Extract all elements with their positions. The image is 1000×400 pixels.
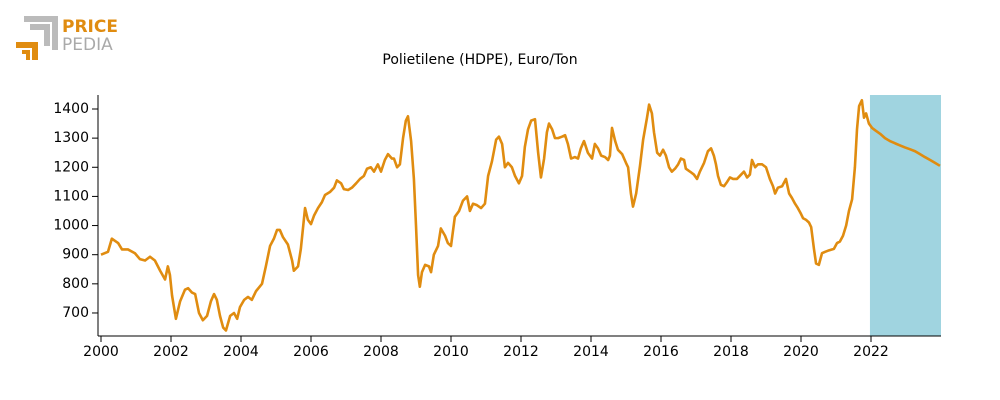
logo-mark [22,50,30,60]
x-tick-label: 2010 [433,344,469,360]
x-tick-label: 2016 [643,344,679,360]
y-tick-label: 1200 [53,159,89,175]
x-tick-label: 2008 [363,344,399,360]
x-tick-label: 2004 [223,344,259,360]
logo-mark [16,42,38,60]
x-tick-label: 2000 [83,344,119,360]
y-tick-label: 1100 [53,188,89,204]
logo: PRICE PEDIA [16,16,118,60]
logo-text: PEDIA [62,35,113,55]
x-tick-label: 2012 [503,344,539,360]
y-tick-label: 700 [62,305,89,321]
y-tick-label: 1300 [53,130,89,146]
x-tick-label: 2018 [713,344,749,360]
logo-mark [24,16,58,50]
y-tick-label: 900 [62,247,89,263]
logo-text: PRICE [62,17,118,37]
y-tick-label: 800 [62,276,89,292]
chart-title: Polietilene (HDPE), Euro/Ton [382,52,577,68]
forecast-band [869,95,941,336]
x-tick-label: 2014 [573,344,609,360]
x-tick-label: 2002 [153,344,189,360]
x-tick-label: 2020 [783,344,819,360]
x-tick-label: 2006 [293,344,329,360]
line-series [100,98,941,332]
x-tick-label: 2022 [853,344,889,360]
logo-mark [30,24,50,46]
y-tick-label: 1400 [53,101,89,117]
y-tick-label: 1000 [53,218,89,234]
